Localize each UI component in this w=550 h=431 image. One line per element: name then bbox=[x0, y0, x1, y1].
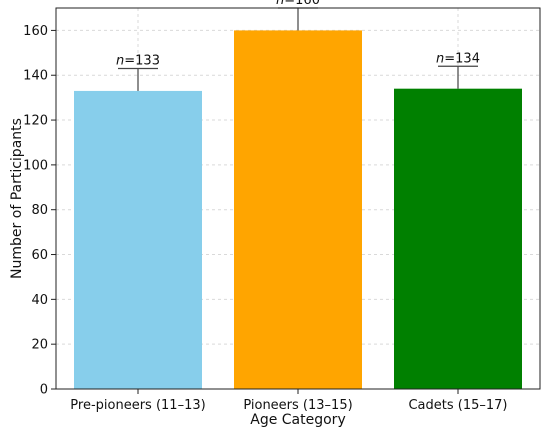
bar-annotation: n=133 bbox=[116, 54, 160, 69]
annotation-value: =134 bbox=[444, 51, 480, 66]
y-tick-label: 140 bbox=[23, 69, 48, 84]
annotation-prefix: n bbox=[116, 54, 124, 69]
y-axis-label: Number of Participants bbox=[9, 118, 25, 279]
y-tick-label: 120 bbox=[23, 114, 48, 129]
y-tick-label: 20 bbox=[31, 338, 48, 353]
axes-layer: 0 20 40 60 80 100 120 140 160 Pre-pioneers (11–13… bbox=[23, 7, 541, 413]
bars-layer bbox=[74, 30, 522, 390]
y-tick-label: 100 bbox=[23, 158, 48, 173]
annotation-value: =160 bbox=[284, 0, 320, 8]
x-tick-label: Cadets (15–17) bbox=[408, 398, 507, 413]
y-tick-label: 40 bbox=[31, 293, 48, 308]
y-tick-label: 80 bbox=[31, 203, 48, 218]
x-tick-label: Pioneers (13–15) bbox=[243, 398, 352, 413]
bar bbox=[234, 30, 362, 389]
bar-annotation: n=134 bbox=[436, 51, 480, 66]
y-tick-label: 160 bbox=[23, 24, 48, 39]
x-axis-label: Age Category bbox=[250, 412, 345, 428]
annotation-value: =133 bbox=[124, 54, 160, 69]
x-tick-label: Pre-pioneers (11–13) bbox=[70, 398, 205, 413]
bar bbox=[74, 90, 202, 390]
y-tick-label: 0 bbox=[40, 383, 48, 398]
bar-annotation: n=160 bbox=[276, 0, 320, 8]
annotation-prefix: n bbox=[276, 0, 284, 8]
labels-layer: Age Category Number of Participants bbox=[9, 118, 346, 428]
bar bbox=[394, 88, 522, 390]
y-tick-label: 60 bbox=[31, 248, 48, 263]
annotation-prefix: n bbox=[436, 51, 444, 66]
